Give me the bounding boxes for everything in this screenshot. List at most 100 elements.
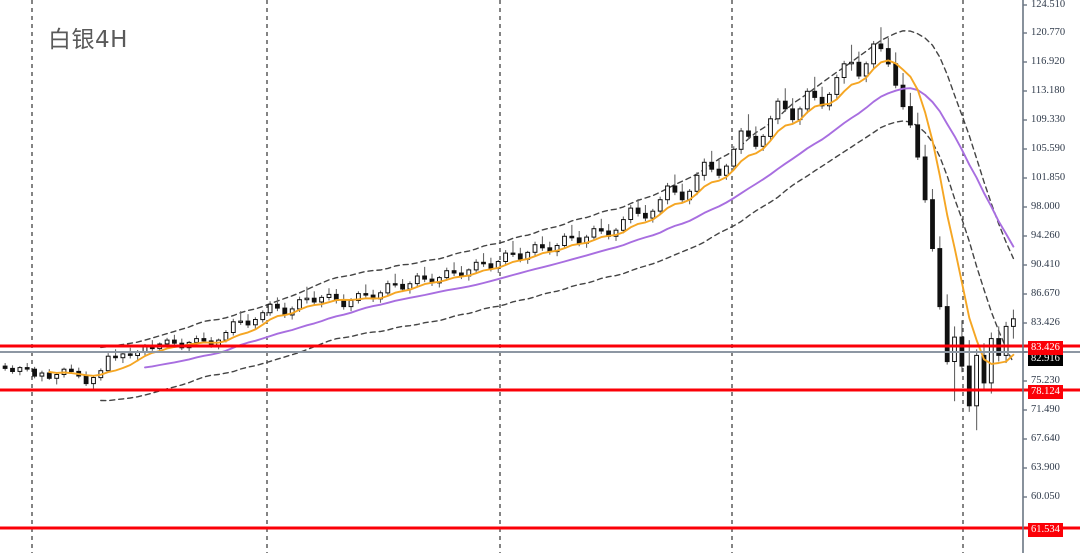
candle-body-down	[672, 185, 678, 193]
candle-body-up	[238, 320, 243, 323]
candle-body-up	[253, 319, 258, 326]
candle-body-up	[223, 332, 229, 341]
price-tag-83-426[interactable]: 83.426	[1028, 341, 1063, 355]
y-axis-tick-label: 63.900	[1031, 462, 1060, 473]
price-tag-82-916[interactable]: 82.916	[1028, 352, 1063, 366]
price-tag-78-124[interactable]: 78.124	[1028, 385, 1063, 399]
candle-body-down	[400, 283, 406, 290]
candle-body-down	[392, 283, 398, 286]
candle-body-up	[54, 374, 60, 379]
candle-body-up	[768, 118, 773, 137]
candle-body-down	[46, 372, 52, 379]
candle-body-up	[120, 353, 126, 359]
candle-body-down	[782, 100, 788, 110]
candle-body-up	[385, 283, 391, 294]
candle-body-up	[650, 210, 656, 219]
candle-body-down	[113, 355, 118, 359]
candle-body-up	[974, 354, 980, 407]
candle-body-up	[701, 161, 707, 176]
candle-body-down	[937, 248, 943, 308]
candle-body-down	[576, 237, 582, 244]
y-axis-tick-label: 71.490	[1031, 404, 1060, 415]
candle-body-up	[230, 321, 236, 333]
y-axis-tick-label: 75.230	[1031, 375, 1060, 386]
candle-body-down	[172, 339, 177, 344]
ma-slow-line	[144, 87, 1015, 369]
candle-body-up	[731, 148, 737, 167]
candle-body-down	[127, 353, 133, 356]
candle-body-up	[164, 339, 170, 345]
y-axis-tick-label: 60.050	[1031, 491, 1060, 502]
candle-body-up	[952, 336, 957, 363]
candle-body-down	[709, 161, 715, 170]
candle-body-down	[201, 338, 207, 342]
candle-body-down	[245, 320, 251, 326]
candle-body-down	[83, 375, 89, 385]
candle-body-down	[966, 365, 972, 407]
candle-body-down	[930, 199, 935, 249]
candle-body-up	[871, 43, 877, 65]
candle-body-down	[422, 275, 428, 280]
candle-body-down	[451, 270, 457, 274]
candle-body-up	[348, 300, 354, 308]
candle-body-up	[194, 338, 199, 343]
y-axis-tick-label: 94.260	[1031, 230, 1060, 241]
candle-body-up	[841, 63, 847, 78]
candle-body-up	[804, 90, 810, 110]
y-axis-tick-label: 86.670	[1031, 288, 1060, 299]
y-axis-tick-label: 109.330	[1031, 114, 1066, 125]
candle-body-down	[885, 48, 891, 65]
candle-body-down	[481, 261, 486, 265]
y-axis-tick-label: 113.180	[1031, 85, 1065, 96]
candle-body-down	[716, 168, 722, 176]
candle-body-down	[893, 63, 899, 86]
candle-body-up	[849, 61, 854, 65]
candle-body-up	[988, 338, 994, 384]
candle-body-up	[304, 297, 310, 301]
candle-body-up	[738, 130, 744, 150]
candle-body-down	[69, 368, 74, 373]
candle-body-down	[510, 252, 516, 255]
candle-body-up	[621, 219, 626, 231]
band-lower-line	[100, 120, 1015, 402]
candle-body-up	[267, 303, 273, 314]
candle-body-up	[775, 100, 781, 120]
ma-fast-line	[48, 59, 1015, 377]
candle-body-down	[488, 263, 494, 269]
candle-body-up	[760, 135, 766, 147]
candle-body-up	[827, 93, 832, 107]
candle-body-up	[834, 77, 840, 95]
candle-body-down	[24, 367, 30, 370]
y-axis-tick-label: 67.640	[1031, 433, 1060, 444]
candle-body-down	[679, 191, 685, 201]
candle-body-down	[878, 43, 884, 50]
band-upper-line	[100, 30, 1015, 349]
candle-body-down	[790, 108, 796, 121]
candle-series	[2, 27, 1016, 431]
candle-body-down	[812, 90, 818, 98]
candle-body-up	[1011, 318, 1016, 327]
candle-body-down	[635, 207, 641, 214]
y-axis-tick-label: 90.410	[1031, 259, 1060, 270]
page-title: 白银4H	[48, 27, 128, 53]
candle-body-up	[39, 372, 45, 377]
candle-body-up	[297, 299, 302, 310]
candle-body-down	[569, 235, 575, 239]
candle-body-up	[91, 377, 96, 385]
candle-body-up	[562, 235, 567, 247]
candle-body-up	[319, 296, 325, 303]
candle-body-down	[900, 84, 906, 108]
y-axis-tick-label: 116.920	[1031, 56, 1065, 67]
price-tag-61-534[interactable]: 61.534	[1028, 523, 1063, 537]
candle-body-down	[981, 354, 987, 384]
y-axis-tick-label: 83.426	[1031, 317, 1060, 328]
candle-body-up	[724, 165, 729, 176]
candle-body-up	[657, 199, 663, 212]
candle-body-down	[908, 106, 913, 126]
candle-body-up	[532, 244, 538, 253]
candle-body-up	[105, 355, 111, 372]
candle-body-up	[356, 293, 361, 302]
candle-body-up	[1003, 325, 1009, 356]
